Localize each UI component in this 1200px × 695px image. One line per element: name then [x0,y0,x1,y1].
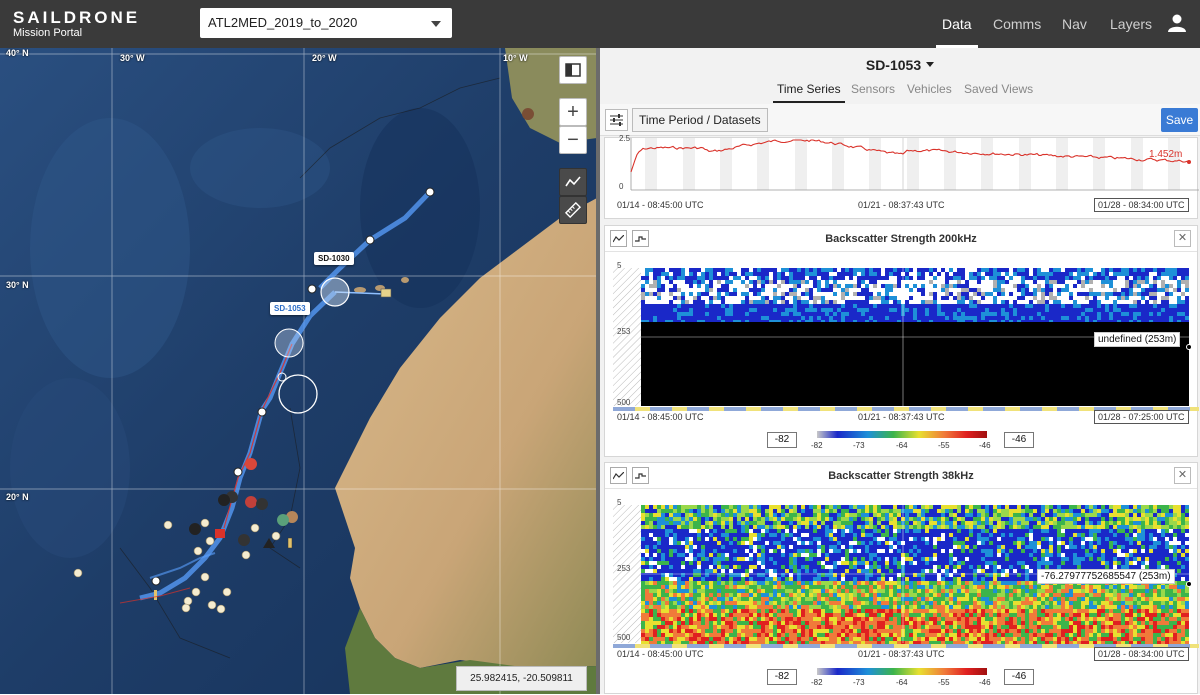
lon-label-20w: 20° W [312,53,337,63]
measure-tool-button[interactable] [559,196,587,224]
close-icon[interactable]: ✕ [1174,467,1191,484]
mission-select[interactable]: ATL2MED_2019_to_2020 [200,8,452,38]
y-tick-top: 2.5 [619,134,630,143]
depth-tick-bottom: 500 [617,633,630,642]
vehicle-label-sd1030[interactable]: SD-1030 [314,252,354,265]
x-tick-mid: 01/21 - 08:37:43 UTC [858,649,945,659]
colorbar-tick: -73 [853,441,865,450]
colorbar [817,431,987,438]
panel-toggle-button[interactable] [559,56,587,84]
tab-saved-views[interactable]: Saved Views [964,82,1033,96]
hover-readout: -76.27977752685547 (253m) [1037,569,1175,584]
nav-data[interactable]: Data [942,0,972,48]
lon-label-10w: 10° W [503,53,528,63]
nav-nav[interactable]: Nav [1062,0,1087,48]
chevron-down-icon [431,21,441,27]
lon-label-30w: 30° W [120,53,145,63]
x-tick-end: 01/28 - 08:34:00 UTC [1094,647,1189,661]
map-view[interactable]: 40° N 30° N 20° N 30° W 20° W 10° W SD-1… [0,48,597,694]
mission-select-value: ATL2MED_2019_to_2020 [208,15,357,30]
x-tick-end: 01/28 - 08:34:00 UTC [1094,198,1189,212]
lat-label-30n: 30° N [6,280,29,290]
x-tick-start: 01/14 - 08:45:00 UTC [617,649,704,659]
depth-tick-top: 5 [617,498,621,507]
colorbar-tick: -55 [938,678,950,687]
depth-tick-mid: 253 [617,327,630,336]
backscatter-200khz-card: Backscatter Strength 200kHz ✕ 5 253 500 … [604,225,1198,457]
colorbar-tick: -55 [938,441,950,450]
tab-vehicles[interactable]: Vehicles [907,82,952,96]
user-icon[interactable] [1167,13,1187,33]
colorbar-tick: -64 [896,678,908,687]
tab-sensors[interactable]: Sensors [851,82,895,96]
save-button[interactable]: Save [1161,108,1198,132]
colorbar-max-input[interactable]: -46 [1004,432,1034,448]
map-canvas[interactable] [0,48,597,694]
colorbar-max-input[interactable]: -46 [1004,669,1034,685]
zoom-out-button[interactable]: − [559,126,587,154]
colorbar-tick: -82 [811,441,823,450]
saildrone-logo[interactable]: SAILDRONE Mission Portal [13,9,140,40]
chart-title: Backscatter Strength 38kHz [605,470,1197,482]
backscatter-38khz-card: Backscatter Strength 38kHz ✕ 5 253 500 -… [604,462,1198,694]
cursor-coordinates: 25.982415, -20.509811 [456,666,587,691]
x-tick-mid: 01/21 - 08:37:43 UTC [858,200,945,210]
settings-button[interactable] [605,109,628,131]
nav-layers[interactable]: Layers [1110,0,1152,48]
vehicle-selector[interactable]: SD-1053 [600,57,1200,73]
echogram-38khz[interactable] [605,489,1199,695]
close-icon[interactable]: ✕ [1174,230,1191,247]
nav-comms[interactable]: Comms [993,0,1041,48]
line-value-label: 1.452m [1149,149,1182,160]
tab-time-series[interactable]: Time Series [777,82,841,96]
zoom-in-button[interactable]: + [559,98,587,126]
depth-tick-mid: 253 [617,564,630,573]
chevron-down-icon [926,62,934,67]
y-tick-zero: 0 [619,182,623,191]
top-bar: SAILDRONE Mission Portal ATL2MED_2019_to… [0,0,1200,48]
lat-label-40n: 40° N [6,48,29,58]
x-tick-mid: 01/21 - 08:37:43 UTC [858,412,945,422]
x-tick-start: 01/14 - 08:45:00 UTC [617,412,704,422]
colorbar-tick: -46 [979,678,991,687]
x-tick-end: 01/28 - 07:25:00 UTC [1094,410,1189,424]
depth-tick-bottom: 500 [617,398,630,407]
vehicle-name: SD-1053 [866,57,921,73]
ruler-icon [565,202,581,218]
colorbar-min-input[interactable]: -82 [767,669,797,685]
colorbar-tick: -73 [853,678,865,687]
line-endpoint [1187,160,1191,164]
sliders-icon [610,114,623,126]
echogram-200khz[interactable] [605,252,1199,458]
lat-label-20n: 20° N [6,492,29,502]
chart-tool-button[interactable] [559,168,587,196]
colorbar-tick: -64 [896,441,908,450]
vehicle-label-sd1053[interactable]: SD-1053 [270,302,310,315]
card-header: Backscatter Strength 38kHz ✕ [605,463,1197,489]
colorbar-min-input[interactable]: -82 [767,432,797,448]
depth-tick-top: 5 [617,261,621,270]
brand-subtitle: Mission Portal [13,27,140,40]
brand-name: SAILDRONE [13,9,140,26]
data-panel: SD-1053 Time Series Sensors Vehicles Sav… [600,48,1200,694]
hover-readout: undefined (253m) [1094,332,1180,347]
chart-title: Backscatter Strength 200kHz [605,233,1197,245]
time-period-button[interactable]: Time Period / Datasets [632,108,768,132]
line-chart-card: 2.5 0 1.452m 01/14 - 08:45:00 UTC 01/21 … [604,137,1198,219]
echogram-200-cells [641,268,1189,324]
card-header: Backscatter Strength 200kHz ✕ [605,226,1197,252]
panel-toolbar: Time Period / Datasets Save [600,104,1200,136]
line-chart-icon [565,176,581,188]
colorbar-tick: -46 [979,441,991,450]
panel-toggle-icon [565,63,581,77]
x-tick-start: 01/14 - 08:45:00 UTC [617,200,704,210]
colorbar-tick: -82 [811,678,823,687]
colorbar [817,668,987,675]
